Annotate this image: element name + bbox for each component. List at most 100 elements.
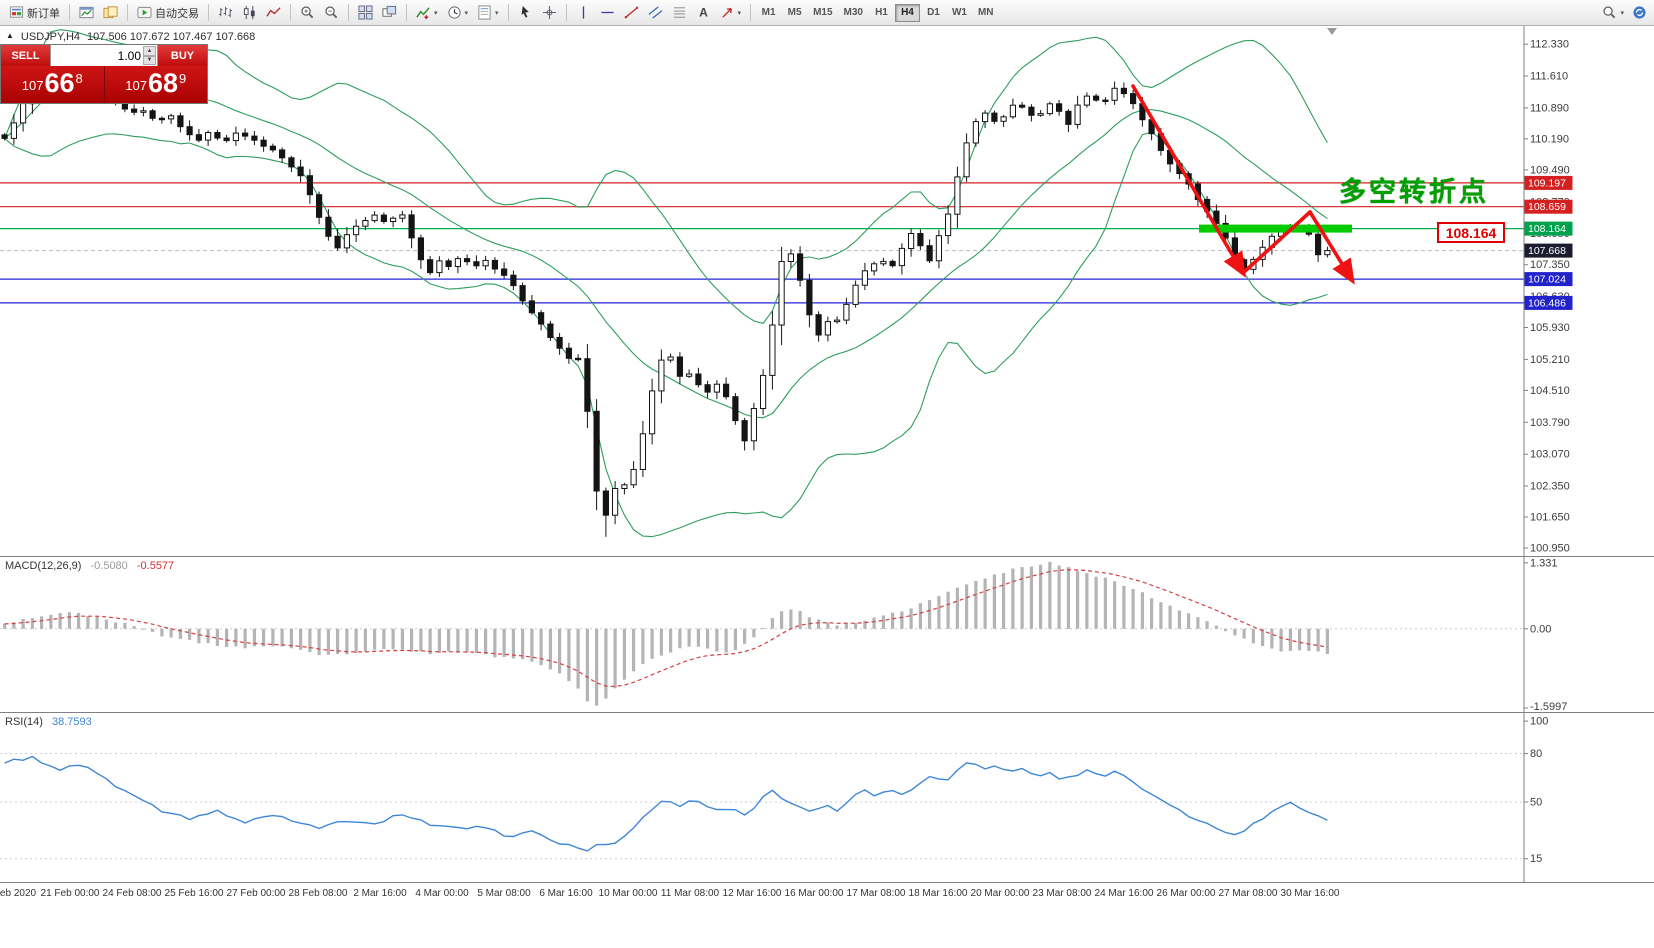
templates-button[interactable]: ▾ — [473, 2, 503, 24]
main-price-chart[interactable]: 112.330111.610110.890110.190109.490108.7… — [0, 26, 1654, 556]
dropdown-caret-icon: ▾ — [1620, 9, 1624, 17]
linechart-icon — [266, 5, 281, 20]
oct-collapse-arrow-icon[interactable]: ▲ — [6, 31, 14, 40]
buy-price-big: 68 — [147, 68, 178, 98]
svg-text:80: 80 — [1530, 748, 1542, 760]
time-axis-label: 12 Mar 16:00 — [722, 888, 782, 899]
charts-window-button[interactable] — [75, 2, 98, 24]
dropdown-caret-icon: ▾ — [495, 9, 499, 17]
timeframe-mn-button[interactable]: MN — [977, 7, 994, 18]
sell-price-display[interactable]: 107 66 8 — [1, 66, 104, 103]
toolbar-separator — [565, 4, 567, 21]
chart-shift-marker — [1327, 28, 1337, 35]
line-chart-button[interactable] — [262, 2, 285, 24]
text-label-button[interactable]: A — [692, 2, 715, 24]
zoom-out-icon — [324, 5, 339, 20]
profiles-icon — [103, 5, 118, 20]
svg-text:-1.5997: -1.5997 — [1530, 701, 1567, 712]
buy-price-sup: 9 — [179, 71, 187, 86]
svg-text:109.490: 109.490 — [1530, 164, 1570, 176]
timeframe-h4-button[interactable]: H4 — [894, 3, 920, 22]
quick-navigation-button[interactable] — [1628, 2, 1651, 24]
zoom-in-icon — [300, 5, 315, 20]
time-axis-label: 24 Mar 16:00 — [1094, 888, 1154, 899]
volume-increment-button[interactable]: ▲ — [143, 46, 156, 56]
nav-icon — [1632, 5, 1647, 20]
level-lines — [0, 182, 1524, 304]
rsi-indicator-panel[interactable]: 100 80 50 15 — [0, 712, 1654, 882]
timeframe-h1-button[interactable]: H1 — [875, 7, 888, 18]
sell-price-prefix: 107 — [21, 78, 44, 93]
sell-price-sup: 8 — [75, 71, 83, 86]
arrows-tool-button[interactable]: ▾ — [716, 2, 746, 24]
timeframe-d1-button[interactable]: D1 — [927, 7, 940, 18]
new-order-button[interactable]: 新订单 — [5, 2, 64, 24]
timeframe-m5-button[interactable]: M5 — [787, 7, 802, 18]
bar-chart-button[interactable] — [214, 2, 237, 24]
timeframe-group: M1 M5 M15 M30 H1 H4 D1 W1 MN — [754, 3, 1000, 22]
svg-text:50: 50 — [1530, 797, 1542, 809]
toolbar-separator — [348, 4, 349, 21]
svg-text:107.350: 107.350 — [1530, 259, 1570, 271]
toolbar-group — [73, 2, 124, 24]
add-indicator-button[interactable]: ▾ — [412, 2, 442, 24]
toolbar-group: A ▾ — [570, 2, 748, 24]
timeframe-m15-button[interactable]: M15 — [813, 7, 833, 18]
toolbar-group: 自动交易 — [131, 2, 205, 24]
time-axis-label: 16 Mar 00:00 — [784, 888, 844, 899]
svg-text:109.197: 109.197 — [1528, 177, 1566, 189]
channel-icon — [648, 5, 663, 20]
sell-button[interactable]: SELL — [1, 45, 50, 66]
svg-text:103.790: 103.790 — [1530, 417, 1570, 429]
macd-indicator-panel[interactable]: 1.331 0.00 -1.5997 — [0, 556, 1654, 712]
toolbar-separator — [208, 4, 209, 21]
svg-text:101.650: 101.650 — [1530, 512, 1570, 524]
svg-text:105.210: 105.210 — [1530, 354, 1570, 366]
buy-price-display[interactable]: 107 68 9 — [104, 66, 207, 103]
timeframe-m30-button[interactable]: M30 — [843, 7, 863, 18]
channel-button[interactable] — [644, 2, 667, 24]
rsi-axis: 100 80 50 15 — [1523, 713, 1548, 882]
time-axis-label: 5 Mar 08:00 — [477, 888, 531, 899]
sell-price-big: 66 — [44, 68, 75, 98]
timeframe-w1-button[interactable]: W1 — [951, 7, 967, 18]
candles — [1, 46, 1331, 537]
time-axis-label: 17 Mar 08:00 — [846, 888, 906, 899]
symbol-title: USDJPY,H4 — [20, 31, 81, 43]
toolbar-separator — [750, 4, 752, 21]
trendline-button[interactable] — [620, 2, 643, 24]
svg-text:100: 100 — [1530, 716, 1548, 728]
trend-arrows — [1131, 84, 1355, 285]
toolbar-group — [212, 2, 287, 24]
horizontal-line-button[interactable] — [596, 2, 619, 24]
volume-input[interactable] — [51, 45, 157, 66]
fibonacci-button[interactable] — [668, 2, 691, 24]
profiles-button[interactable] — [99, 2, 122, 24]
autotrading-button[interactable]: 自动交易 — [133, 2, 203, 24]
time-axis-label: 18 Mar 16:00 — [908, 888, 968, 899]
svg-text:103.070: 103.070 — [1530, 449, 1570, 461]
symbol-ohlc: 107.506 107.672 107.467 107.668 — [87, 31, 256, 43]
zoom-in-button[interactable] — [296, 2, 319, 24]
vertical-line-button[interactable] — [572, 2, 595, 24]
svg-text:105.930: 105.930 — [1530, 322, 1570, 334]
cursor-button[interactable] — [514, 2, 537, 24]
zoom-out-button[interactable] — [320, 2, 343, 24]
crosshair-button[interactable] — [538, 2, 561, 24]
macd-histogram — [2, 561, 1330, 706]
macd-label: MACD(12,26,9) -0.5080 -0.5577 — [5, 560, 174, 572]
buy-button[interactable]: BUY — [158, 45, 207, 66]
toolbar-button-label: 新订单 — [27, 7, 60, 20]
tile-windows-button[interactable] — [354, 2, 377, 24]
svg-text:102.350: 102.350 — [1530, 481, 1570, 493]
cascade-windows-button[interactable] — [378, 2, 401, 24]
volume-decrement-button[interactable]: ▼ — [143, 55, 156, 65]
periods-button[interactable]: ▾ — [443, 2, 473, 24]
symbol-search-button[interactable]: ▾ — [1598, 2, 1628, 24]
svg-text:107.024: 107.024 — [1528, 274, 1566, 286]
toolbar-group — [352, 2, 403, 24]
timeframe-m1-button[interactable]: M1 — [761, 7, 776, 18]
candlestick-chart-button[interactable] — [238, 2, 261, 24]
one-click-trading-panel: SELL ▲ ▼ BUY 107 66 8 107 — [0, 44, 208, 104]
